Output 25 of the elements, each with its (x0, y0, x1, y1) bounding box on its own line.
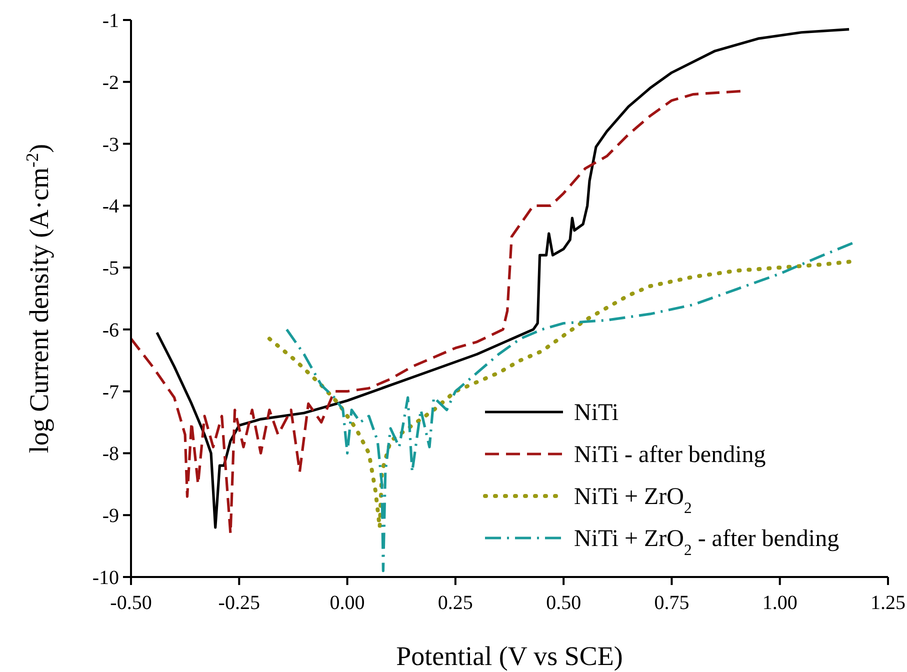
x-tick-label: 0.75 (654, 592, 690, 614)
y-tick-label: -7 (102, 381, 119, 404)
y-tick-label: -5 (102, 258, 119, 280)
legend-label: NiTi + ZrO$_{2}$ - after bending (574, 526, 840, 558)
y-tick-label: -8 (102, 443, 119, 466)
line-series (285, 242, 855, 572)
x-axis-title: Potential (V vs SCE) (396, 641, 623, 671)
legend-label: NiTi - after bending (574, 442, 766, 468)
legend-label: NiTi + ZrO$_{2}$ (574, 484, 692, 516)
y-tick-label: -10 (92, 567, 119, 589)
x-tick-label: 1.25 (870, 592, 906, 614)
x-tick-label: -0.50 (110, 592, 152, 614)
y-tick-label: -2 (102, 72, 119, 94)
x-tick-label: 1.00 (762, 592, 798, 614)
x-tick-label: -0.25 (218, 592, 260, 614)
x-tick-label: 0.25 (438, 592, 473, 614)
y-tick-label: -4 (102, 196, 119, 218)
y-tick-label: -3 (102, 134, 119, 156)
y-tick-label: -6 (102, 319, 119, 342)
y-tick-label: -9 (102, 505, 119, 528)
x-tick-label: 0.50 (546, 592, 582, 614)
legend-label: NiTi (574, 400, 619, 426)
y-tick-label: -1 (102, 10, 119, 32)
line-series (156, 28, 850, 529)
x-tick-label: 0.00 (330, 592, 365, 614)
